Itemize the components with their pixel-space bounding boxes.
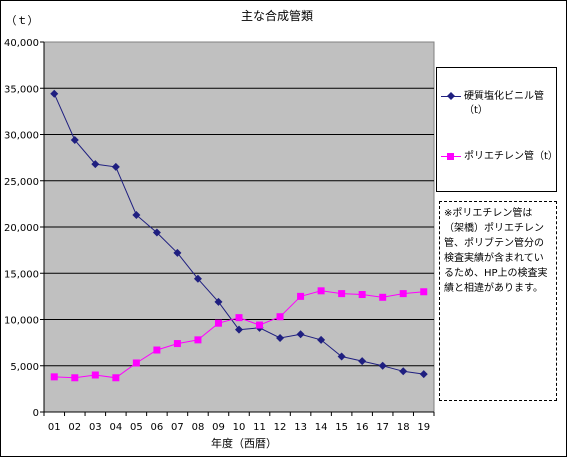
x-tick-label: 03	[89, 422, 102, 433]
data-point-pe	[91, 371, 99, 379]
data-point-pvc	[70, 136, 79, 145]
data-point-pe	[173, 340, 181, 348]
data-point-pvc	[378, 361, 387, 370]
x-tick-label: 16	[356, 422, 369, 433]
square-marker-icon	[447, 153, 454, 160]
data-point-pvc	[235, 325, 243, 334]
y-tick-label: 40,000	[4, 38, 39, 49]
data-point-pvc	[276, 334, 285, 342]
x-tick-label: 06	[151, 422, 164, 433]
data-point-pe	[399, 290, 407, 298]
x-tick-label: 01	[48, 422, 61, 433]
x-tick-label: 11	[253, 422, 266, 433]
diamond-marker-icon	[447, 92, 455, 100]
x-tick-label: 18	[397, 422, 410, 433]
x-tick-label: 05	[130, 422, 143, 433]
x-tick-label: 08	[192, 422, 205, 433]
x-tick-label: 02	[68, 422, 81, 433]
x-tick-label: 09	[212, 422, 225, 433]
x-tick-label: 14	[315, 422, 328, 433]
data-point-pe	[297, 292, 305, 300]
data-point-pvc	[358, 357, 367, 366]
data-point-pvc	[50, 89, 59, 98]
chart-title: 主な合成管類	[241, 8, 313, 23]
data-point-pe	[71, 374, 79, 382]
y-tick-label: 20,000	[4, 223, 39, 234]
x-tick-label: 19	[417, 422, 430, 433]
data-point-pe	[256, 321, 264, 329]
y-tick-label: 35,000	[4, 84, 39, 95]
x-tick-label: 13	[294, 422, 307, 433]
data-point-pe	[50, 373, 58, 381]
data-point-pvc	[296, 330, 305, 339]
data-point-pe	[276, 313, 284, 321]
data-point-pe	[358, 291, 366, 299]
data-point-pvc	[419, 370, 428, 379]
data-point-pe	[112, 374, 120, 382]
note-box: ※ポリエチレン管は（架橋）ポリエチレン管、ポリブテン管分の検査実績が含まれている…	[439, 201, 557, 401]
data-point-pvc	[399, 367, 408, 376]
y-tick-label: 10,000	[4, 316, 39, 327]
x-tick-label: 12	[274, 422, 287, 433]
data-point-pvc	[337, 352, 346, 361]
legend-label-pvc: 硬質塩化ビニル管（t）	[464, 91, 544, 116]
data-point-pvc	[317, 335, 326, 344]
data-point-pvc	[173, 248, 182, 257]
data-point-pvc	[152, 228, 161, 237]
data-point-pvc	[193, 274, 202, 283]
data-point-pe	[235, 314, 243, 322]
data-point-pvc	[214, 297, 223, 306]
legend: 硬質塩化ビニル管（t） ポリエチレン管（t）	[436, 67, 558, 192]
data-point-pe	[214, 319, 222, 327]
x-axis-label: 年度（西暦）	[211, 436, 277, 450]
data-point-pe	[420, 288, 428, 296]
y-tick-label: 25,000	[4, 177, 39, 188]
data-point-pvc	[91, 160, 100, 169]
y-tick-label: 5,000	[10, 362, 39, 373]
x-tick-label: 04	[109, 422, 122, 433]
x-tick-label: 07	[171, 422, 184, 433]
data-point-pe	[338, 290, 346, 298]
x-tick-label: 10	[233, 422, 246, 433]
data-point-pvc	[132, 210, 141, 219]
y-tick-label: 30,000	[4, 131, 39, 142]
x-tick-label: 15	[335, 422, 348, 433]
data-point-pe	[379, 293, 387, 301]
y-tick-label: 0	[33, 408, 39, 419]
data-point-pe	[194, 336, 202, 344]
data-point-pe	[153, 346, 161, 354]
data-point-pvc	[111, 162, 120, 171]
y-tick-label: 15,000	[4, 269, 39, 280]
data-point-pe	[317, 287, 325, 295]
x-tick-label: 17	[376, 422, 389, 433]
legend-label-pe: ポリエチレン管（t）	[464, 151, 558, 162]
y-axis-label: （ｔ）	[6, 14, 39, 27]
data-point-pe	[132, 359, 140, 367]
